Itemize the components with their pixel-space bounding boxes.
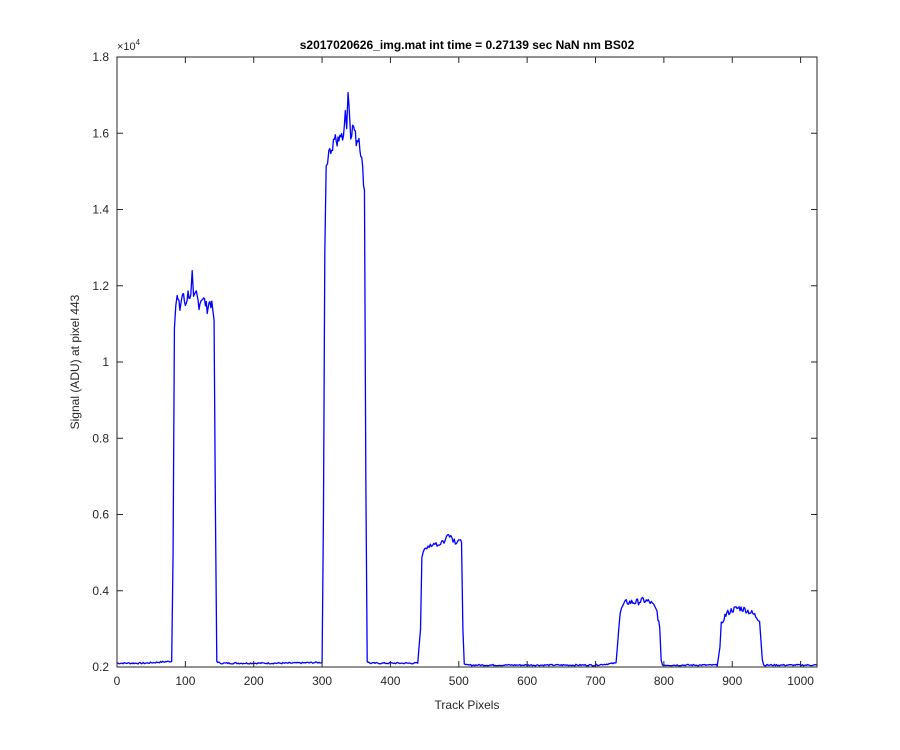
y-tick-label: 1.8 — [92, 50, 109, 64]
x-tick-label: 1000 — [787, 674, 814, 688]
x-tick-label: 600 — [517, 674, 537, 688]
y-tick-label: 0.2 — [92, 660, 109, 674]
y-exponent-base: ×10 — [117, 41, 136, 53]
y-tick-label: 1.6 — [92, 126, 109, 140]
chart-title: s2017020626_img.mat int time = 0.27139 s… — [300, 38, 635, 52]
x-tick-label: 700 — [586, 674, 606, 688]
x-tick-label: 0 — [114, 674, 121, 688]
series-layer — [116, 91, 818, 667]
y-axis-label: Signal (ADU) at pixel 443 — [68, 294, 82, 429]
signal-series-line — [116, 91, 818, 667]
x-tick-label: 100 — [175, 674, 195, 688]
y-tick-label: 1 — [102, 355, 109, 369]
plot-area — [117, 57, 817, 667]
y-tick-label: 1.2 — [92, 279, 109, 293]
plot-border — [116, 56, 818, 668]
y-tick-label: 0.6 — [92, 508, 109, 522]
x-tick-label: 900 — [722, 674, 742, 688]
y-exponent-label: ×104 — [117, 38, 141, 53]
y-tick-label: 0.8 — [92, 431, 109, 445]
x-tick-label: 500 — [449, 674, 469, 688]
x-axis-label: Track Pixels — [435, 698, 500, 712]
y-tick-label: 1.4 — [92, 203, 109, 217]
x-tick-label: 800 — [654, 674, 674, 688]
x-tick-label: 400 — [380, 674, 400, 688]
x-tick-label: 300 — [312, 674, 332, 688]
tick-layer: 0 100 200 300 400 500 600 700 800 900 1000 0.2 0.4 0.… — [92, 50, 817, 688]
y-exponent-power: 4 — [136, 38, 141, 47]
plot-axes: 0 100 200 300 400 500 600 700 800 900 1000 0.2 0.4 0.… — [92, 50, 818, 688]
x-tick-label: 200 — [244, 674, 264, 688]
y-tick-label: 0.4 — [92, 584, 109, 598]
